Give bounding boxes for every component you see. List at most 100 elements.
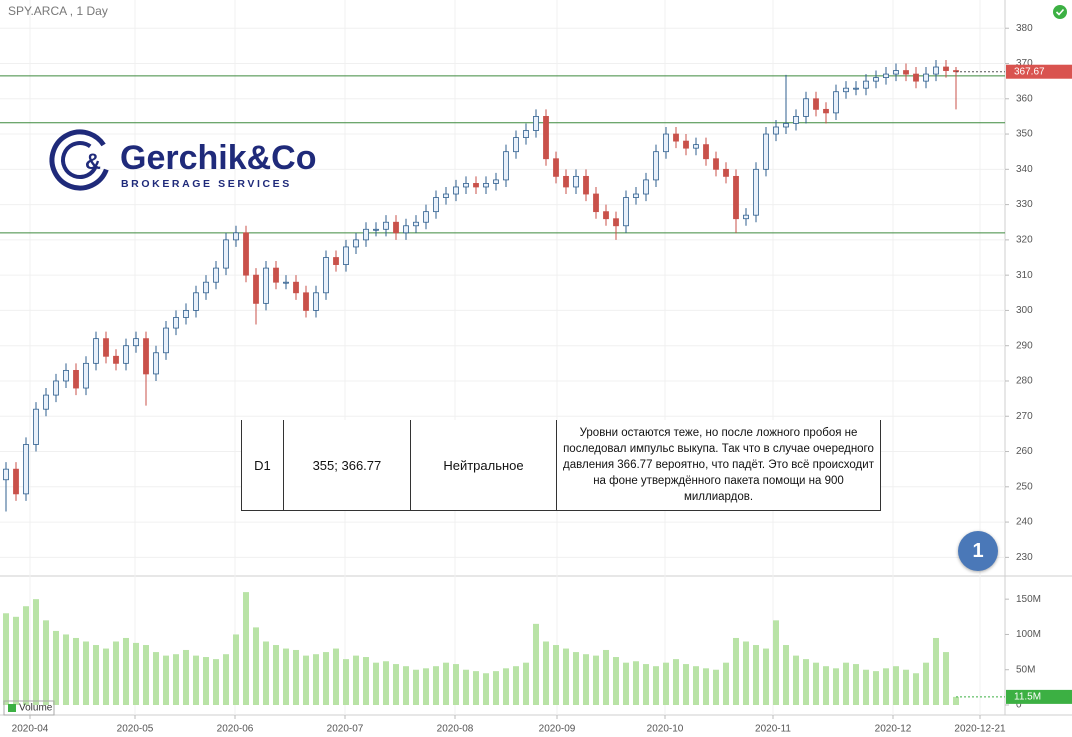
volume-bar — [873, 671, 879, 705]
candle-body — [943, 66, 949, 71]
y-tick-label: 340 — [1016, 164, 1033, 175]
y-tick-label: 320 — [1016, 235, 1033, 246]
candle-body — [623, 197, 629, 227]
table-cell: D1 — [241, 420, 284, 511]
candle-body — [643, 179, 649, 195]
candle-body — [463, 183, 469, 188]
legend-box — [3, 700, 55, 716]
volume-bar — [383, 661, 389, 705]
candle-body — [573, 175, 579, 188]
legend-swatch — [8, 704, 16, 712]
table-row: D1 355; 366.77 Нейтральное Уровни остают… — [241, 420, 881, 511]
candle-body — [453, 186, 459, 195]
x-tick-label: 2020-04 — [12, 724, 49, 735]
candle-body — [533, 116, 539, 131]
volume-bar — [83, 641, 89, 705]
current-tag — [1006, 64, 1072, 79]
volume-bar — [493, 671, 499, 705]
candle-body — [263, 267, 269, 304]
logo-tagline: BROKERAGE SERVICES — [121, 178, 292, 190]
volume-bar — [943, 652, 949, 705]
candle-body — [513, 137, 519, 153]
candle-body — [353, 239, 359, 248]
candle-body — [503, 151, 509, 181]
candle-body — [63, 369, 69, 382]
x-tick-label: 2020-12-21 — [954, 724, 1006, 735]
volume-bar — [63, 634, 69, 705]
candle-body — [723, 168, 729, 177]
volume-bar — [423, 668, 429, 705]
volume-bar — [303, 655, 309, 705]
candle-body — [133, 338, 139, 347]
current-label: 11.5M — [1014, 692, 1041, 703]
y-tick-label: 0 — [1016, 700, 1022, 711]
x-tick-label: 2020-09 — [539, 724, 576, 735]
candle-body — [653, 151, 659, 181]
y-tick-label: 280 — [1016, 376, 1033, 387]
candle-body — [253, 274, 259, 304]
volume-bar — [673, 659, 679, 705]
volume-bar — [703, 668, 709, 705]
candle-body — [753, 168, 759, 216]
volume-bar — [513, 666, 519, 705]
table-cell: 355; 366.77 — [282, 420, 411, 511]
candle-body — [243, 232, 249, 276]
y-tick-label: 380 — [1016, 23, 1033, 34]
volume-bar — [343, 659, 349, 705]
volume-bar — [123, 637, 129, 705]
candle-body — [183, 310, 189, 318]
volume-bar — [163, 655, 169, 705]
y-tick-label: 310 — [1016, 270, 1033, 281]
x-tick-label: 2020-12 — [875, 724, 912, 735]
candle-body — [633, 193, 639, 198]
legend-label: Volume — [19, 703, 53, 714]
candle-body — [13, 468, 19, 495]
table-cell: Уровни остаются теже, но после ложного п… — [556, 420, 881, 511]
volume-bar — [893, 666, 899, 705]
y-tick-label: 350 — [1016, 129, 1033, 140]
candle-body — [563, 175, 569, 188]
volume-bar — [743, 641, 749, 705]
volume-bar — [793, 655, 799, 705]
x-tick-label: 2020-05 — [117, 724, 154, 735]
chart-title: SPY.ARCA , 1 Day — [8, 4, 108, 18]
y-tick-label: 290 — [1016, 340, 1033, 351]
volume-bar — [783, 645, 789, 705]
volume-bar — [753, 645, 759, 705]
volume-bar — [193, 655, 199, 705]
y-tick-label: 250 — [1016, 481, 1033, 492]
x-tick-label: 2020-08 — [437, 724, 474, 735]
volume-bar — [843, 662, 849, 705]
candle-body — [223, 239, 229, 269]
current-label: 367.67 — [1014, 66, 1045, 77]
volume-bar — [443, 662, 449, 705]
candle-body — [713, 158, 719, 170]
candle-body — [663, 133, 669, 153]
candle-body — [893, 70, 899, 75]
volume-bar — [593, 655, 599, 705]
volume-bar — [573, 652, 579, 705]
volume-bar — [263, 641, 269, 705]
candle-body — [313, 292, 319, 311]
volume-bar — [293, 649, 299, 705]
y-tick-label: 300 — [1016, 305, 1033, 316]
volume-bar — [553, 645, 559, 705]
candle-body — [703, 144, 709, 160]
candle-body — [143, 338, 149, 375]
candle-body — [273, 267, 279, 283]
volume-bar — [863, 669, 869, 705]
candle-body — [373, 228, 379, 231]
candle-body — [683, 140, 689, 149]
logo-name: Gerchik&Co — [120, 139, 317, 177]
volume-bar — [653, 666, 659, 705]
volume-bar — [73, 637, 79, 705]
svg-text:&: & — [85, 149, 101, 174]
volume-bar — [113, 641, 119, 705]
candle-body — [553, 158, 559, 177]
candle-body — [823, 108, 829, 114]
y-tick-label: 150M — [1016, 594, 1041, 605]
volume-bar — [173, 654, 179, 705]
candle-body — [483, 183, 489, 188]
candle-body — [523, 130, 529, 138]
candle-body — [153, 352, 159, 375]
